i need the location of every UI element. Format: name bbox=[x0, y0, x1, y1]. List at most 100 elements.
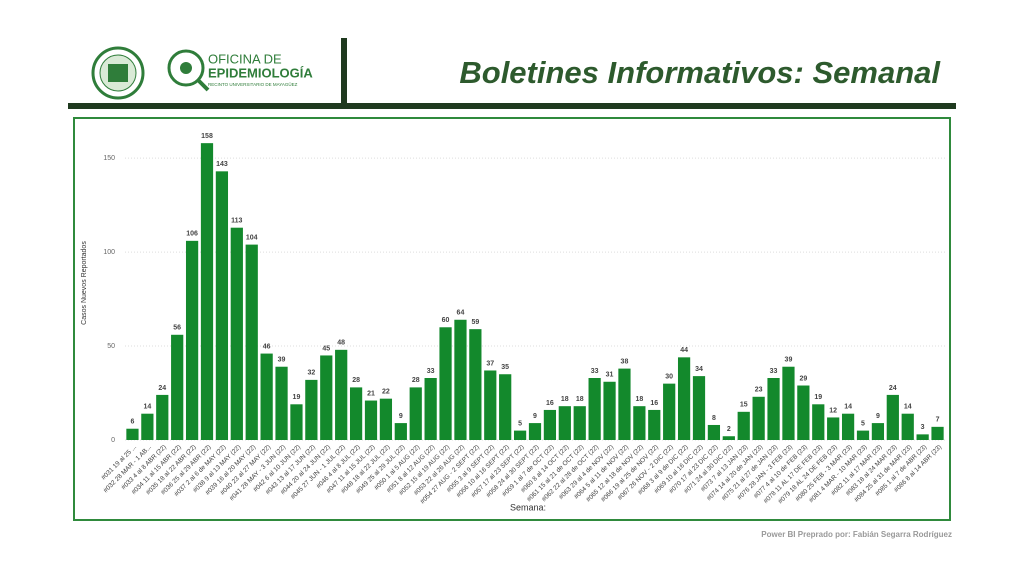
bar bbox=[603, 381, 616, 440]
data-label: 3 bbox=[921, 424, 925, 431]
bar bbox=[185, 240, 199, 440]
bar bbox=[573, 406, 586, 440]
data-label: 28 bbox=[352, 377, 360, 384]
data-label: 39 bbox=[278, 357, 286, 364]
bar bbox=[916, 434, 929, 440]
data-label: 60 bbox=[442, 317, 450, 324]
data-label: 5 bbox=[518, 420, 522, 427]
x-axis-label: Semana: bbox=[510, 502, 546, 512]
data-label: 9 bbox=[533, 413, 537, 420]
y-axis-label: Casos Nuevos Reportados bbox=[81, 241, 88, 325]
bar bbox=[200, 143, 214, 440]
data-label: 14 bbox=[904, 404, 912, 411]
data-label: 106 bbox=[186, 231, 198, 238]
bar bbox=[454, 319, 467, 440]
bar bbox=[335, 349, 348, 440]
data-label: 33 bbox=[770, 368, 778, 375]
bar bbox=[156, 394, 169, 440]
data-label: 9 bbox=[876, 413, 880, 420]
bar bbox=[722, 436, 735, 440]
data-label: 59 bbox=[471, 319, 479, 326]
bar bbox=[230, 227, 243, 440]
data-label: 143 bbox=[216, 161, 228, 168]
data-label: 8 bbox=[712, 415, 716, 422]
y-tick-label: 150 bbox=[103, 155, 115, 162]
data-label: 39 bbox=[785, 357, 793, 364]
logo-epi bbox=[167, 49, 210, 92]
data-label: 31 bbox=[606, 372, 614, 379]
bar bbox=[364, 400, 378, 440]
bar bbox=[171, 334, 184, 440]
data-label: 16 bbox=[650, 400, 658, 407]
y-tick-label: 100 bbox=[103, 249, 115, 256]
bar bbox=[394, 423, 407, 440]
footer-credit: Power BI Preprado por: Fabián Segarra Ro… bbox=[761, 530, 952, 539]
bar bbox=[543, 409, 557, 440]
bar bbox=[484, 370, 497, 440]
bar bbox=[886, 394, 899, 440]
bar bbox=[767, 378, 780, 440]
bar bbox=[558, 406, 571, 440]
data-label: 19 bbox=[293, 394, 301, 401]
data-label: 7 bbox=[936, 417, 940, 424]
logo-subtext: RECINTO UNIVERSITARIO DE MAYAGÜEZ bbox=[208, 81, 298, 87]
data-label: 64 bbox=[457, 310, 465, 317]
bar bbox=[856, 430, 870, 440]
bar bbox=[707, 424, 721, 440]
logo-text: OFICINA DE bbox=[208, 51, 282, 66]
data-label: 34 bbox=[695, 366, 703, 373]
data-label: 18 bbox=[635, 396, 643, 403]
bar bbox=[648, 409, 661, 440]
bar bbox=[618, 368, 631, 440]
bar bbox=[827, 417, 840, 440]
y-tick-label: 0 bbox=[111, 437, 115, 444]
bar bbox=[871, 423, 885, 440]
data-label: 48 bbox=[337, 340, 345, 347]
chart-frame bbox=[73, 117, 951, 521]
bar bbox=[215, 171, 229, 441]
data-label: 12 bbox=[829, 407, 837, 414]
bar bbox=[931, 426, 944, 440]
bar bbox=[439, 327, 452, 440]
bar bbox=[320, 355, 333, 440]
bar bbox=[409, 387, 422, 440]
data-label: 158 bbox=[201, 133, 213, 140]
data-label: 18 bbox=[561, 396, 569, 403]
data-label: 24 bbox=[158, 385, 166, 392]
bar bbox=[633, 406, 646, 440]
data-label: 37 bbox=[486, 360, 494, 367]
y-tick-label: 50 bbox=[107, 343, 115, 350]
bar bbox=[349, 387, 363, 440]
bar bbox=[275, 366, 288, 440]
bar bbox=[245, 244, 258, 440]
bar bbox=[588, 378, 601, 440]
bar bbox=[305, 379, 318, 440]
data-label: 45 bbox=[322, 345, 330, 352]
logo-seal bbox=[91, 46, 145, 100]
bar bbox=[677, 357, 691, 440]
data-label: 16 bbox=[546, 400, 554, 407]
data-label: 46 bbox=[263, 343, 271, 350]
data-label: 29 bbox=[799, 375, 807, 382]
bar bbox=[663, 383, 676, 440]
bar bbox=[424, 378, 437, 440]
bar bbox=[782, 366, 795, 440]
data-label: 30 bbox=[665, 373, 673, 380]
divider bbox=[341, 38, 347, 108]
data-label: 113 bbox=[231, 218, 242, 225]
data-label: 24 bbox=[889, 385, 897, 392]
bar bbox=[692, 376, 706, 440]
bar bbox=[737, 411, 750, 440]
data-label: 19 bbox=[814, 394, 822, 401]
data-label: 28 bbox=[412, 377, 420, 384]
data-label: 44 bbox=[680, 347, 688, 354]
bar bbox=[469, 329, 482, 440]
bar bbox=[812, 404, 825, 440]
data-label: 15 bbox=[740, 402, 748, 409]
page-title: Boletines Informativos: Semanal bbox=[459, 55, 941, 90]
data-label: 9 bbox=[399, 413, 403, 420]
data-label: 33 bbox=[427, 368, 435, 375]
data-label: 21 bbox=[367, 390, 375, 397]
data-label: 35 bbox=[501, 364, 509, 371]
